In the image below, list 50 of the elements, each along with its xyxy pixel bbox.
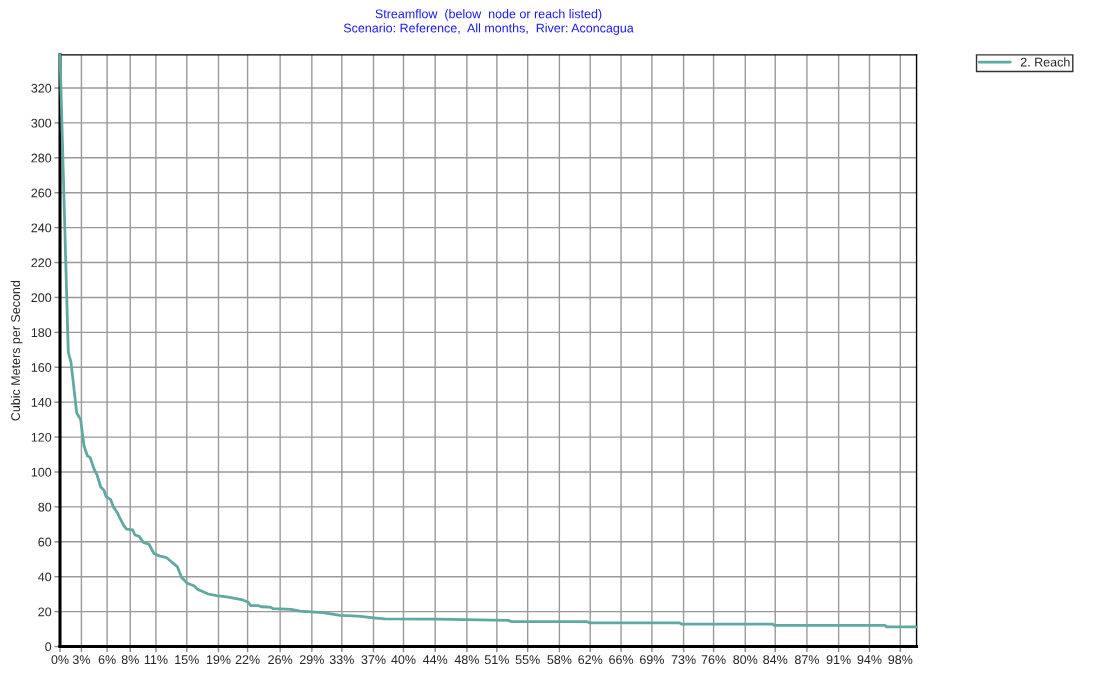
chart-subtitle: Scenario: Reference, All months, River: Aconcagua — [343, 23, 634, 35]
y-tick-label: 40 — [38, 572, 52, 582]
chart-title: Streamflow (below node or reach listed) — [375, 9, 602, 21]
x-tick-label: 98% — [888, 655, 913, 665]
x-tick-label: 11% — [144, 655, 168, 664]
y-tick-label: 220 — [31, 258, 52, 268]
x-tick-label: 66% — [609, 655, 634, 665]
x-tick-label: 80% — [733, 655, 758, 665]
x-tick-label: 58% — [547, 655, 572, 665]
x-tick-label: 22% — [235, 655, 260, 664]
y-tick-label: 140 — [31, 397, 52, 407]
x-tick-label: 6% — [98, 655, 116, 665]
x-tick-label: 15% — [175, 655, 199, 665]
y-tick-label: 240 — [31, 223, 52, 233]
x-tick-label: 29% — [299, 655, 324, 665]
y-tick-label: 300 — [31, 118, 52, 128]
y-tick-label: 100 — [31, 467, 52, 477]
y-tick-label: 280 — [31, 153, 52, 163]
y-tick-label: 0 — [45, 642, 52, 652]
y-tick-label: 20 — [38, 607, 52, 617]
x-tick-label: 3% — [72, 655, 91, 665]
x-tick-label: 73% — [671, 655, 696, 665]
y-tick-label: 160 — [31, 363, 52, 372]
x-tick-label: 40% — [391, 655, 416, 665]
x-tick-label: 44% — [422, 655, 448, 664]
x-tick-label: 55% — [515, 655, 540, 665]
y-tick-label: 180 — [31, 328, 52, 338]
x-tick-label: 8% — [121, 655, 139, 665]
x-tick-label: 69% — [640, 655, 664, 665]
x-tick-label: 91% — [826, 655, 851, 665]
x-tick-label: 33% — [329, 655, 354, 665]
x-tick-label: 0% — [51, 655, 69, 665]
x-tick-label: 51% — [484, 655, 509, 665]
y-axis-title: Cubic Meters per Second — [10, 280, 23, 421]
y-tick-label: 200 — [31, 293, 52, 303]
x-tick-label: 94% — [857, 655, 882, 665]
x-tick-label: 62% — [578, 655, 603, 665]
y-tick-label: 120 — [31, 432, 52, 442]
y-tick-label: 80 — [38, 502, 52, 512]
x-tick-label: 84% — [763, 655, 788, 665]
x-tick-label: 48% — [454, 655, 479, 665]
y-tick-label: 260 — [31, 188, 52, 198]
x-tick-label: 26% — [268, 655, 293, 665]
y-tick-label: 320 — [31, 83, 52, 93]
x-tick-label: 87% — [794, 655, 819, 665]
x-tick-label: 37% — [361, 655, 386, 665]
y-tick-label: 60 — [38, 537, 52, 547]
legend-label: 2. Reach — [1020, 57, 1070, 67]
x-tick-label: 19% — [206, 655, 231, 665]
x-tick-label: 76% — [701, 655, 726, 665]
